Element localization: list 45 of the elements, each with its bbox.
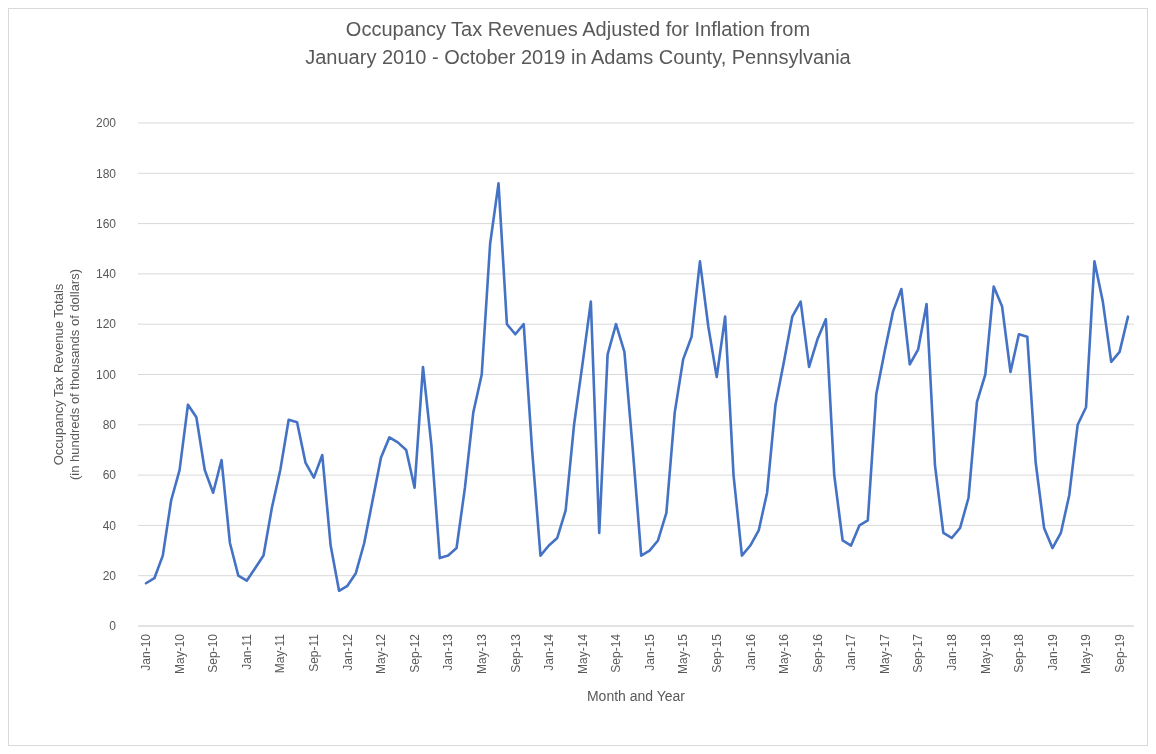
x-tick-label: May-16 [777,633,792,675]
y-tick-label: 200 [95,116,117,131]
x-tick-label: May-15 [676,633,691,675]
x-tick-label: May-19 [1079,633,1094,675]
x-tick-label: Jan-19 [1045,633,1060,671]
chart-title: Occupancy Tax Revenues Adjusted for Inflation from January 2010 - October 2019 in Adams County, Pennsylvania [305,18,852,68]
x-tick-label: Jan-11 [239,633,254,670]
x-tick-label: May-18 [978,633,993,675]
y-tick-label: 140 [95,267,117,282]
x-axis-title: Month and Year [586,688,686,704]
x-tick-label: May-10 [172,633,187,675]
x-tick-label: Sep-16 [810,633,825,673]
x-tick-label: May-11 [273,633,288,674]
x-tick-label: Jan-10 [139,633,154,671]
line-series [144,182,1130,593]
x-tick-label: Sep-13 [508,633,523,673]
x-tick-label: Sep-14 [609,633,624,673]
x-tick-label: Jan-15 [642,633,657,671]
x-tick-label: May-12 [374,633,389,675]
y-tick-label: 80 [102,418,117,432]
x-tick-label: Sep-18 [1012,633,1027,673]
x-tick-label: Sep-11 [307,633,322,672]
y-tick-label: 60 [102,468,117,483]
x-tick-label: Jan-14 [542,633,557,671]
y-tick-label: 160 [95,216,117,231]
x-tick-label: Sep-15 [709,633,724,673]
y-tick-label: 40 [102,518,117,533]
x-tick-label: Jan-18 [944,633,959,671]
x-tick-label: Jan-13 [441,633,456,671]
x-tick-label: Sep-19 [1112,633,1127,673]
y-tick-label: 0 [109,619,117,634]
y-tick-label: 180 [95,166,117,181]
x-tick-label: Jan-12 [340,633,355,671]
y-tick-label: 100 [95,367,117,382]
x-tick-label: May-17 [877,633,892,675]
x-tick-label: Sep-12 [407,633,422,673]
x-tick-label: May-13 [474,633,489,675]
x-tick-label: Sep-17 [911,633,926,673]
x-tick-label: Jan-17 [844,633,859,671]
y-axis-title: Occupancy Tax Revenue Totals (in hundreds of thousands of dollars) [51,268,82,481]
y-tick-label: 120 [95,317,117,332]
x-tick-label: Jan-16 [743,633,758,671]
x-tick-label: Sep-10 [206,633,221,673]
x-tick-label: May-14 [575,633,590,675]
y-tick-label: 20 [102,568,117,583]
